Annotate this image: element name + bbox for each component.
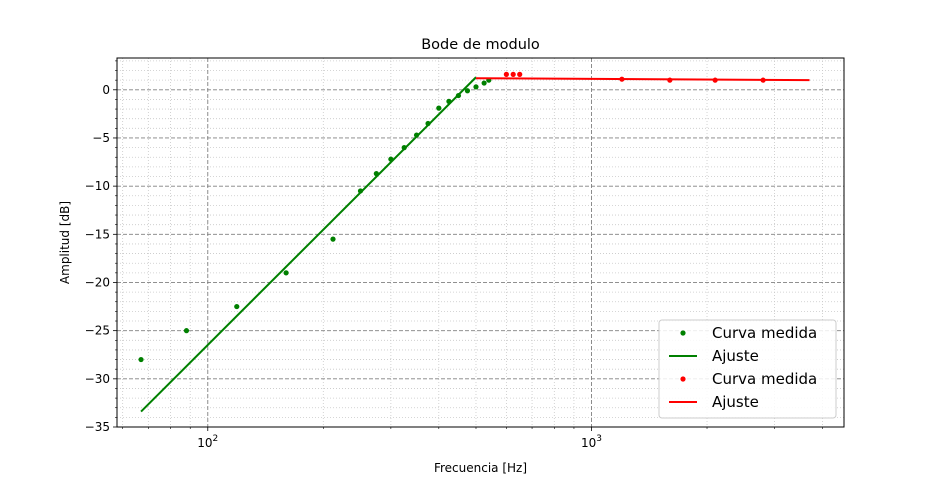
y-tick-label: −35 [85, 420, 110, 434]
y-tick-label: −30 [85, 372, 110, 386]
data-point [234, 303, 240, 310]
y-tick-label: −15 [85, 227, 110, 241]
legend-label: Ajuste [712, 347, 759, 365]
series-1 [138, 77, 492, 363]
y-tick-label: −25 [85, 324, 110, 338]
legend-point-marker [680, 330, 686, 336]
plot-frame [116, 57, 845, 428]
data-point [283, 270, 289, 276]
data-point [138, 356, 144, 363]
legend-entry-1: Curva medida [680, 324, 817, 342]
data-point [473, 84, 479, 90]
data-point [481, 80, 487, 86]
legend: Curva medida Ajuste Curva medida Ajuste [658, 319, 837, 419]
data-point [503, 71, 509, 77]
legend-label: Curva medida [712, 370, 817, 388]
plot-area [138, 71, 810, 413]
grid [117, 58, 844, 428]
legend-entry-4: Ajuste [669, 393, 759, 411]
legend-box [658, 319, 837, 419]
y-axis-label: Amplitud [dB] [58, 201, 72, 284]
fit-line [475, 77, 810, 82]
data-point [330, 236, 336, 242]
data-point [183, 328, 190, 334]
legend-label: Ajuste [712, 393, 759, 411]
series-4 [475, 77, 810, 82]
x-tick-label: 103 [581, 434, 602, 450]
fit-line [140, 76, 477, 413]
y-tick-label: 0 [102, 83, 110, 97]
data-point [436, 105, 442, 111]
y-tick-label: −20 [85, 275, 110, 289]
legend-entry-2: Ajuste [669, 347, 759, 365]
x-tick-label: 102 [197, 434, 218, 450]
legend-entry-3: Curva medida [680, 370, 817, 388]
chart-title: Bode de modulo [421, 37, 540, 53]
data-point [517, 71, 523, 77]
axis-ticks: 0 −5 −10 −15 −20 −25 −30 −35 102 103 [85, 60, 823, 450]
y-tick-label: −5 [92, 131, 110, 145]
legend-point-marker [680, 376, 686, 382]
legend-label: Curva medida [712, 324, 817, 342]
data-point [510, 71, 516, 77]
series-2 [140, 76, 477, 413]
y-tick-label: −10 [85, 179, 110, 193]
x-axis-label: Frecuencia [Hz] [434, 461, 527, 475]
data-point [464, 88, 471, 94]
